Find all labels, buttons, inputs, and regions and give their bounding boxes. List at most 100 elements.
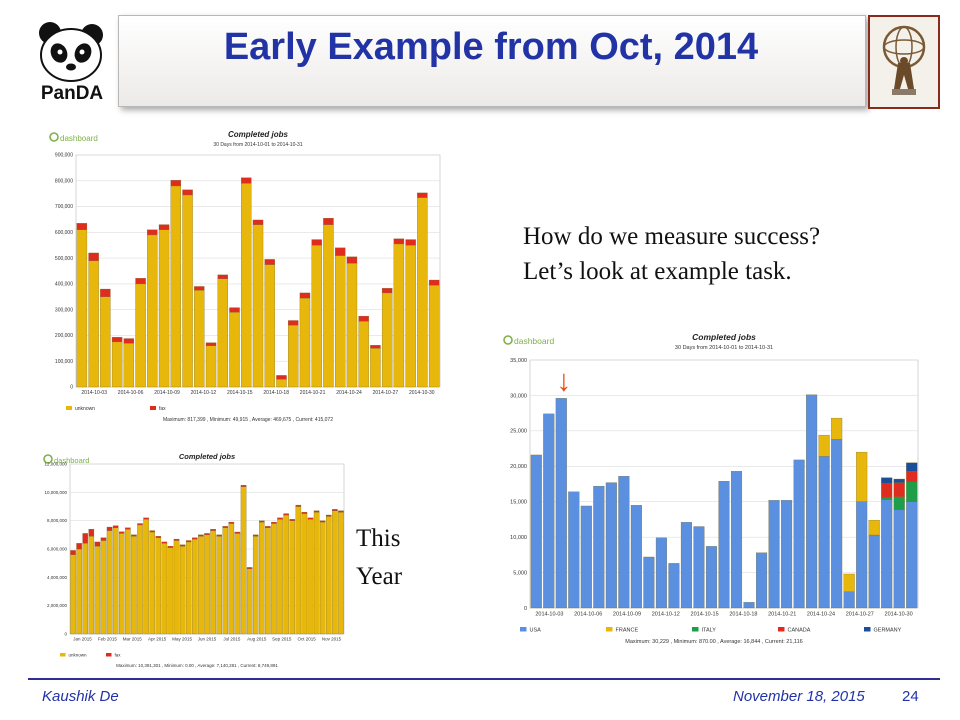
bar xyxy=(334,247,346,256)
bar xyxy=(70,554,76,635)
bar xyxy=(655,537,667,609)
y-tick-label: 300,000 xyxy=(55,307,73,313)
bar xyxy=(543,413,555,609)
bar xyxy=(155,537,162,635)
bar xyxy=(118,533,125,635)
bar xyxy=(307,517,314,520)
bar xyxy=(131,536,137,635)
y-tick-label: 5,000 xyxy=(513,570,527,576)
bar xyxy=(125,527,131,530)
bar xyxy=(843,573,855,592)
bar xyxy=(198,534,204,537)
bar xyxy=(88,529,95,537)
bar xyxy=(730,471,743,609)
bar xyxy=(240,485,247,487)
chart-subtitle: 30 Days from 2014-10-01 to 2014-10-31 xyxy=(213,142,302,148)
bar xyxy=(417,197,428,388)
bar xyxy=(319,521,326,635)
bar xyxy=(338,510,344,513)
bar xyxy=(818,434,830,457)
bar xyxy=(906,481,918,502)
bar xyxy=(311,245,322,388)
bar xyxy=(346,263,358,388)
bar xyxy=(210,529,216,531)
footer-rule xyxy=(28,678,940,680)
bar xyxy=(893,496,905,510)
bar xyxy=(76,543,82,550)
chart-footer-stats: Maximum: 10,391,301 , Minimum: 0.00 , Av… xyxy=(116,663,278,668)
bar xyxy=(370,348,381,388)
y-tick-label: 500,000 xyxy=(55,256,73,262)
x-tick-label: 2014-10-27 xyxy=(373,390,399,396)
bar xyxy=(277,519,283,635)
x-tick-label: 2014-10-09 xyxy=(613,612,641,618)
bar xyxy=(204,534,210,635)
bar xyxy=(893,509,905,609)
legend-label: fax xyxy=(115,653,122,658)
bar xyxy=(194,286,205,291)
bar xyxy=(893,478,905,483)
x-tick-label: 2014-10-15 xyxy=(691,612,719,618)
x-tick-label: Apr 2015 xyxy=(148,637,167,642)
bar xyxy=(283,513,289,516)
bar xyxy=(137,523,143,526)
bar xyxy=(295,504,302,507)
legend-swatch xyxy=(778,627,785,632)
page-number: 24 xyxy=(902,688,919,705)
bar xyxy=(323,218,334,225)
bar xyxy=(147,234,158,388)
bar xyxy=(106,526,113,531)
bar xyxy=(228,521,235,524)
bar xyxy=(568,491,580,609)
x-tick-label: 2014-10-30 xyxy=(409,390,435,396)
dashboard-brand: dashboard xyxy=(514,336,554,346)
bar xyxy=(229,312,240,388)
bar xyxy=(125,529,131,635)
bar xyxy=(743,602,755,609)
bar xyxy=(204,533,210,535)
bar xyxy=(326,514,332,517)
chart-title: Completed jobs xyxy=(692,332,756,342)
bar xyxy=(332,510,338,635)
bar xyxy=(781,500,793,609)
title-banner xyxy=(118,15,866,107)
bar xyxy=(288,320,299,326)
y-tick-label: 0 xyxy=(64,632,67,637)
bar xyxy=(217,274,228,279)
bar xyxy=(831,439,843,609)
y-tick-label: 600,000 xyxy=(55,230,73,236)
bar xyxy=(252,534,259,537)
bar xyxy=(100,296,111,388)
x-tick-label: 2014-10-24 xyxy=(336,390,362,396)
dashboard-logo-icon xyxy=(43,454,53,464)
y-tick-label: 6,000,000 xyxy=(47,547,68,552)
bar xyxy=(323,224,334,388)
bar xyxy=(179,546,186,635)
x-tick-label: 2014-10-24 xyxy=(807,612,835,618)
bar xyxy=(756,552,768,609)
bar xyxy=(618,476,630,609)
y-tick-label: 4,000,000 xyxy=(47,575,68,580)
bar xyxy=(311,239,322,246)
bar xyxy=(319,520,326,523)
y-tick-label: 2,000,000 xyxy=(47,603,68,608)
x-tick-label: Feb 2015 xyxy=(98,637,118,642)
bar xyxy=(881,497,893,500)
bar xyxy=(246,568,253,635)
bar xyxy=(143,519,149,635)
bar xyxy=(555,398,567,609)
bar xyxy=(182,194,193,388)
bar xyxy=(831,417,843,440)
x-tick-label: May 2015 xyxy=(172,637,192,642)
y-tick-label: 200,000 xyxy=(55,333,73,339)
x-tick-label: 2014-10-18 xyxy=(263,390,289,396)
legend-label: fax xyxy=(159,406,166,412)
bar xyxy=(283,514,289,635)
bar xyxy=(405,245,416,388)
annotation-arrow-icon: ↓ xyxy=(556,364,571,397)
bar xyxy=(428,279,440,286)
bar xyxy=(793,459,805,609)
bar xyxy=(881,499,893,609)
bar xyxy=(276,375,287,380)
bar xyxy=(222,527,229,635)
